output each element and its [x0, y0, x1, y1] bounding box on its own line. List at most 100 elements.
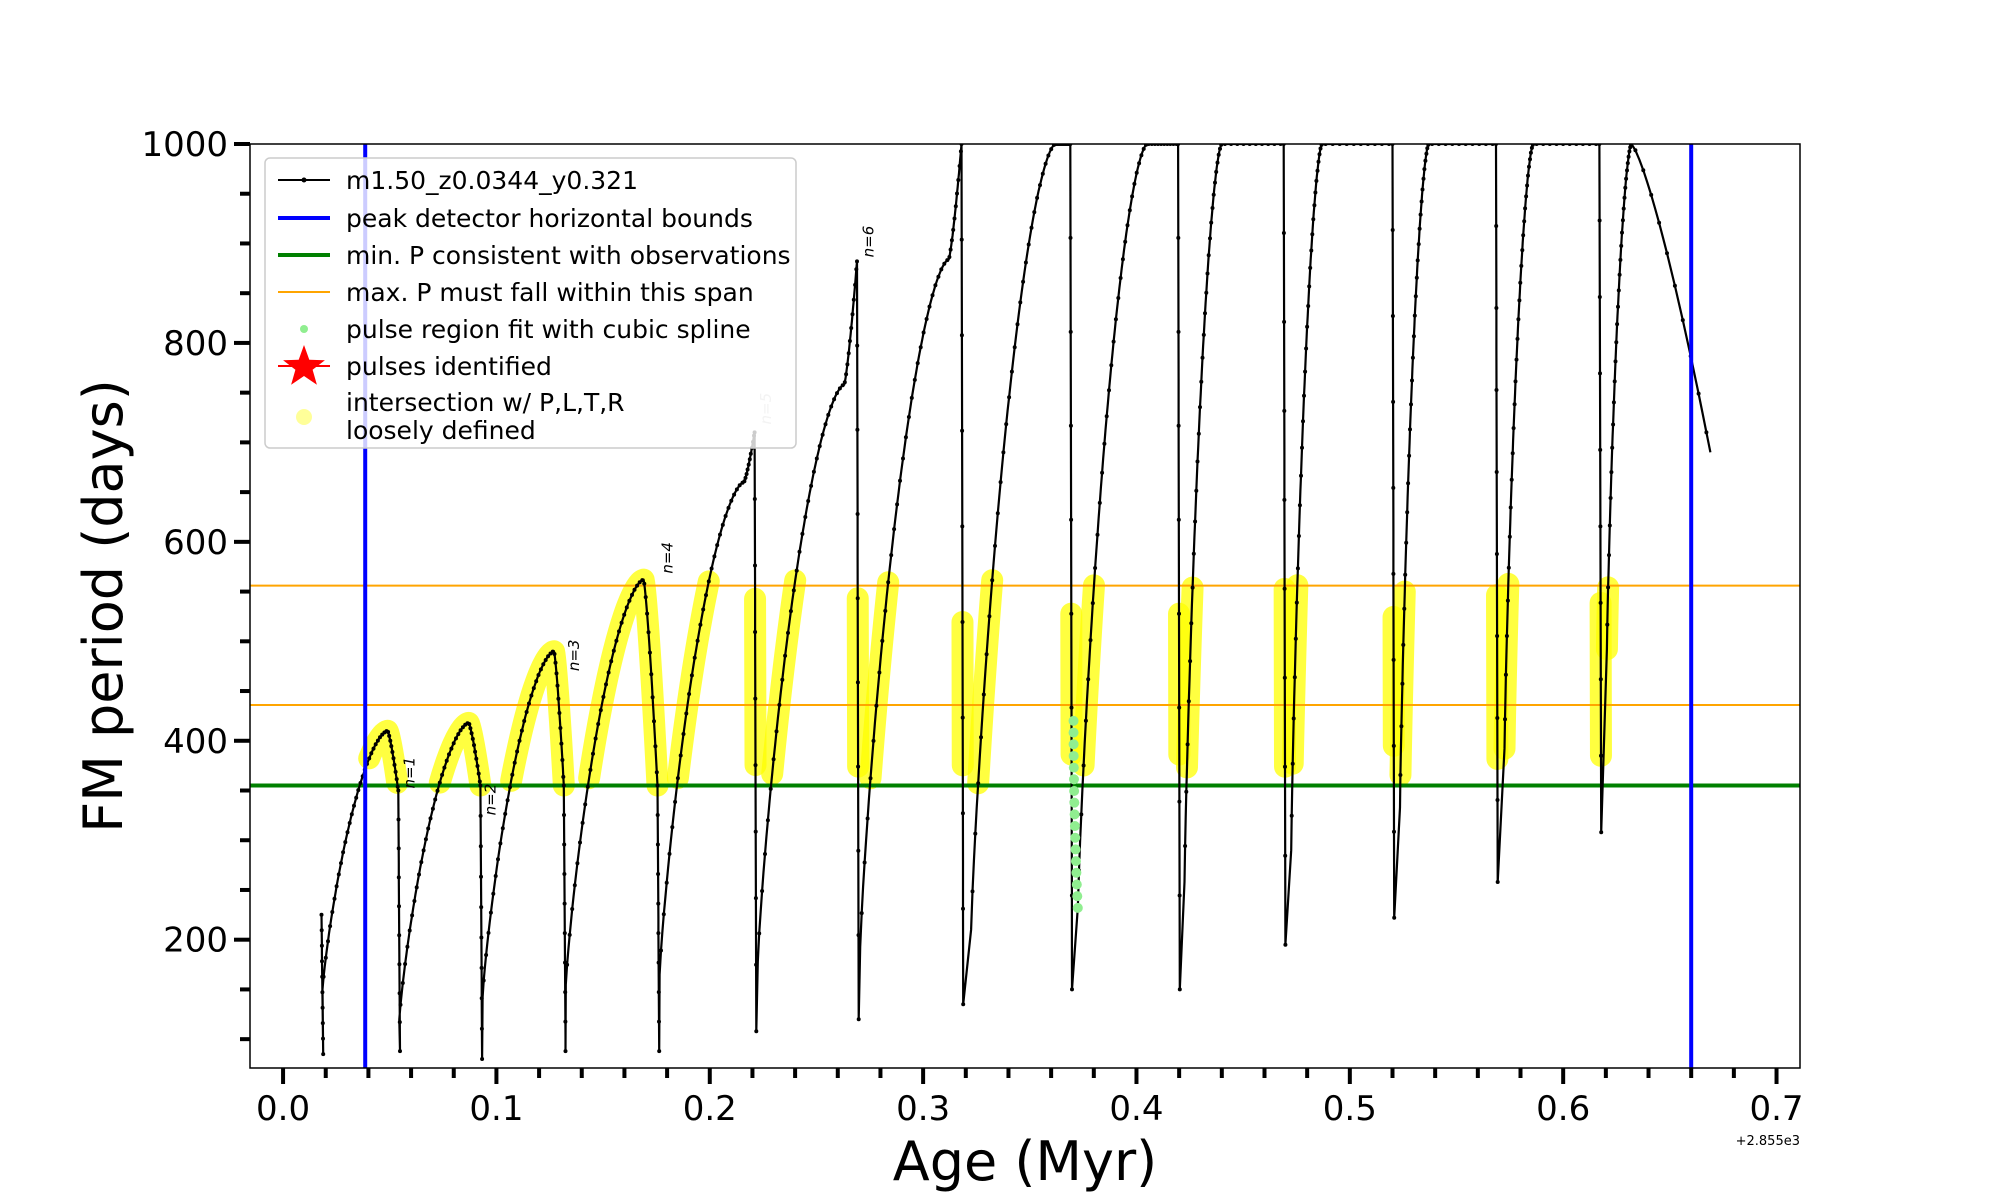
series-point: [1313, 190, 1318, 195]
series-point: [1282, 408, 1287, 413]
series-point: [1026, 242, 1031, 247]
series-point: [1306, 304, 1311, 308]
series-point: [903, 435, 908, 440]
series-point: [407, 928, 412, 933]
series-point: [560, 758, 565, 762]
series-point: [435, 788, 440, 793]
series-point: [477, 779, 482, 784]
series-point: [850, 312, 855, 317]
series-point: [1521, 233, 1526, 238]
spline-point: [1069, 809, 1080, 820]
series-point: [1619, 243, 1624, 248]
series-point: [1081, 763, 1086, 768]
series-point: [656, 872, 661, 876]
series-point: [1203, 311, 1207, 316]
series-point: [546, 654, 551, 659]
y-axis-label: FM period (days): [72, 379, 135, 833]
series-point: [498, 841, 503, 846]
series-point: [906, 415, 911, 419]
series-point: [743, 475, 748, 480]
series-point: [328, 924, 333, 929]
series-point: [1696, 391, 1701, 396]
series-point: [388, 738, 393, 743]
series-point: [1505, 598, 1510, 603]
series-point: [538, 667, 543, 672]
series-point: [1411, 334, 1416, 339]
series-point: [562, 901, 567, 906]
series-point: [1312, 203, 1317, 208]
series-point: [1526, 173, 1530, 178]
series-point: [747, 457, 752, 462]
series-point: [563, 1049, 568, 1054]
series-point: [414, 885, 419, 890]
series-point: [527, 701, 531, 706]
series-point: [320, 1021, 325, 1026]
series-point: [570, 907, 575, 911]
series-point: [771, 757, 776, 762]
series-point: [319, 943, 324, 948]
series-point: [880, 638, 885, 643]
series-point: [562, 813, 566, 817]
series-point: [675, 776, 680, 781]
series-point: [1606, 585, 1611, 590]
series-point: [1420, 187, 1425, 192]
series-point: [1504, 634, 1509, 638]
series-point: [1611, 422, 1616, 427]
series-point: [1188, 659, 1193, 664]
series-point: [562, 931, 567, 936]
series-point: [1079, 812, 1084, 817]
series-point: [754, 1029, 759, 1034]
series-point: [853, 282, 858, 287]
spline-point: [1070, 844, 1081, 855]
series-point: [588, 767, 593, 772]
series-point: [1113, 317, 1118, 322]
series-point: [428, 816, 433, 821]
series-point: [998, 480, 1003, 485]
series-point: [646, 630, 651, 635]
series-point: [1021, 279, 1026, 284]
series-point: [859, 911, 864, 916]
legend-item: pulses identified: [278, 345, 552, 385]
series-point: [753, 896, 758, 901]
series-point: [1294, 600, 1299, 605]
series-point: [1405, 510, 1410, 515]
series-point: [1211, 192, 1216, 197]
series-point: [871, 738, 876, 743]
series-point: [609, 659, 614, 664]
series-point: [842, 380, 847, 385]
series-point: [930, 293, 935, 298]
series-point: [479, 996, 484, 1001]
series-point: [1424, 151, 1429, 156]
series-point: [1318, 146, 1323, 151]
series-point: [1598, 677, 1603, 682]
series-point: [1198, 405, 1202, 410]
x-offset-label: +2.855e3: [1736, 1134, 1800, 1149]
series-point: [1195, 459, 1200, 464]
series-point: [1310, 232, 1315, 237]
series-point: [760, 889, 765, 893]
series-point: [447, 752, 451, 757]
series-point: [829, 404, 834, 409]
series-point: [472, 743, 476, 748]
series-point: [320, 959, 324, 964]
series-point: [619, 620, 624, 625]
series-point: [1407, 453, 1412, 458]
series-point: [752, 497, 757, 501]
legend-label: intersection w/ P,L,T,R: [346, 388, 625, 417]
series-point: [1116, 296, 1121, 300]
series-point: [456, 732, 461, 737]
series-point: [1529, 145, 1534, 150]
series-point: [1176, 517, 1181, 522]
series-point: [1046, 153, 1051, 158]
series-point: [855, 680, 860, 685]
series-point: [1503, 717, 1507, 722]
series-point: [565, 962, 570, 967]
series-point: [1391, 485, 1396, 490]
series-point: [1390, 314, 1395, 318]
series-point: [1193, 519, 1198, 524]
series-point: [1208, 236, 1212, 241]
series-point: [886, 580, 891, 585]
horizontal-lines: [250, 584, 1800, 788]
series-point: [846, 351, 851, 356]
series-point: [373, 742, 378, 747]
